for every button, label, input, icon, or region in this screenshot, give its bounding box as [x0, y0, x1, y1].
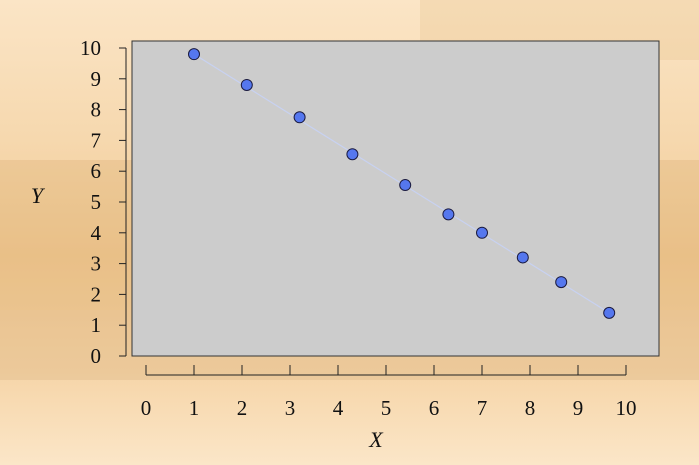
data-point	[399, 179, 412, 192]
x-tick-label: 4	[333, 396, 344, 420]
data-point	[240, 78, 253, 91]
y-tick-label: 3	[91, 252, 102, 276]
x-tick-label: 10	[616, 396, 637, 420]
y-tick-label: 9	[91, 67, 102, 91]
x-tick-label: 3	[285, 396, 296, 420]
y-tick-label: 7	[91, 128, 102, 152]
data-point	[516, 251, 529, 264]
x-tick-label: 0	[141, 396, 152, 420]
data-points	[188, 48, 616, 319]
data-point	[346, 148, 359, 161]
x-axis: 0 1 2 3 4 5 6 7 8 9 10	[141, 365, 637, 420]
y-tick-label: 0	[91, 344, 102, 368]
x-tick-label: 8	[525, 396, 536, 420]
y-tick-label: 5	[91, 190, 102, 214]
plot-area-group	[131, 40, 660, 357]
data-point	[293, 111, 306, 124]
data-point	[555, 276, 568, 289]
x-axis-label: X	[368, 427, 384, 452]
y-tick-label: 2	[91, 282, 102, 306]
y-tick-label: 1	[91, 313, 102, 337]
y-tick-label: 10	[80, 36, 101, 60]
y-axis: 0 1 2 3 4 5 6 7 8 9 10	[80, 36, 127, 368]
plot-background	[131, 40, 660, 357]
data-point	[442, 208, 455, 221]
x-tick-label: 7	[477, 396, 488, 420]
x-tick-label: 9	[573, 396, 584, 420]
x-tick-label: 1	[189, 396, 200, 420]
y-tick-label: 4	[91, 221, 102, 245]
x-tick-label: 5	[381, 396, 392, 420]
y-tick-label: 8	[91, 98, 102, 122]
data-point	[476, 226, 488, 239]
x-tick-label: 2	[237, 396, 248, 420]
data-point	[188, 48, 200, 61]
y-axis-label: Y	[31, 183, 46, 208]
x-tick-label: 6	[429, 396, 440, 420]
data-point	[603, 306, 616, 319]
y-tick-label: 6	[91, 159, 102, 183]
